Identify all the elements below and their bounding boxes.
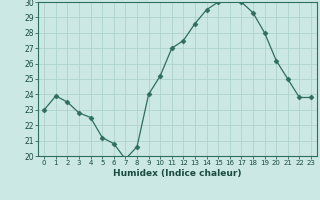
X-axis label: Humidex (Indice chaleur): Humidex (Indice chaleur)	[113, 169, 242, 178]
